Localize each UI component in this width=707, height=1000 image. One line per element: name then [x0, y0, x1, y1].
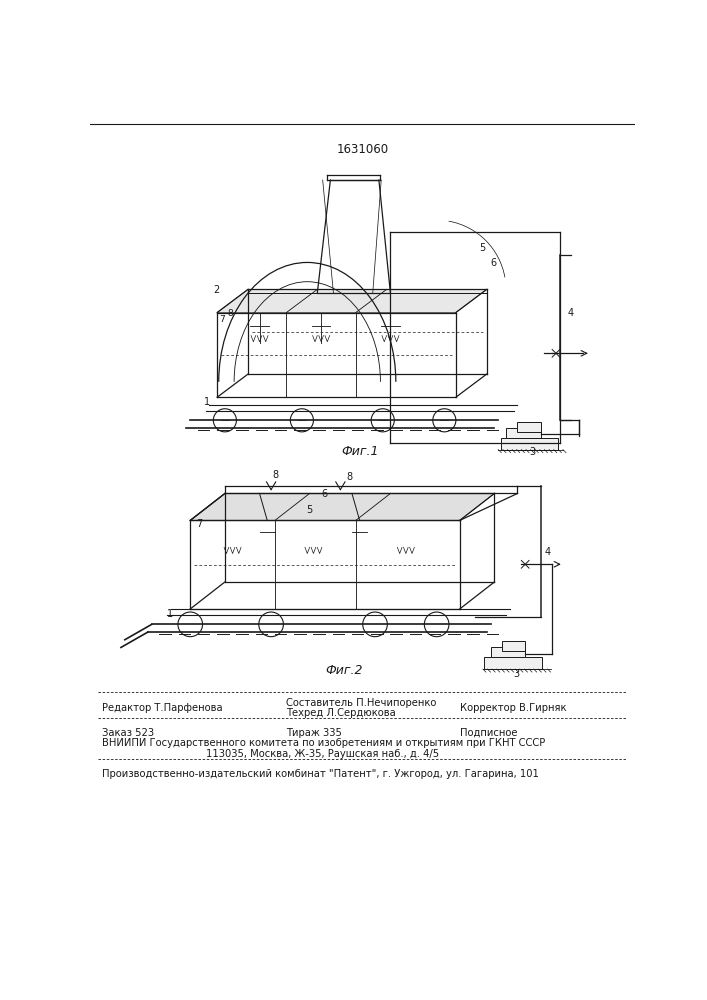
- Bar: [502, 641, 525, 651]
- Text: Фиг.2: Фиг.2: [325, 664, 363, 677]
- Bar: [491, 647, 525, 657]
- Text: Техред Л.Сердюкова: Техред Л.Сердюкова: [286, 708, 396, 718]
- Bar: [506, 428, 541, 438]
- Text: 6: 6: [321, 489, 327, 499]
- Text: 6: 6: [491, 258, 496, 268]
- Text: 8: 8: [346, 472, 353, 482]
- Text: 7: 7: [197, 519, 203, 529]
- Text: 3: 3: [529, 447, 535, 457]
- Text: 5: 5: [305, 505, 312, 515]
- Text: Редактор Т.Парфенова: Редактор Т.Парфенова: [102, 703, 222, 713]
- Text: Заказ 523: Заказ 523: [102, 728, 154, 738]
- Text: Корректор В.Гирняк: Корректор В.Гирняк: [460, 703, 566, 713]
- Text: Производственно-издательский комбинат "Патент", г. Ужгород, ул. Гагарина, 101: Производственно-издательский комбинат "П…: [102, 769, 539, 779]
- Text: Подписное: Подписное: [460, 728, 518, 738]
- Polygon shape: [217, 289, 486, 312]
- Text: 5: 5: [479, 243, 485, 253]
- Text: 1631060: 1631060: [337, 143, 389, 156]
- Text: 2: 2: [214, 285, 220, 295]
- Text: Составитель П.Нечипоренко: Составитель П.Нечипоренко: [286, 698, 437, 708]
- Text: 8: 8: [227, 309, 233, 318]
- Text: ВНИИПИ Государственного комитета по изобретениям и открытиям при ГКНТ СССР: ВНИИПИ Государственного комитета по изоб…: [102, 738, 545, 748]
- Bar: [484, 657, 542, 669]
- Text: 113035, Москва, Ж-35, Раушская наб., д. 4/5: 113035, Москва, Ж-35, Раушская наб., д. …: [206, 749, 439, 759]
- Text: 1: 1: [167, 609, 173, 619]
- Text: 8: 8: [273, 470, 279, 480]
- Text: 7: 7: [219, 315, 226, 324]
- Text: Фиг.1: Фиг.1: [341, 445, 378, 458]
- Text: 3: 3: [514, 669, 520, 679]
- Bar: [501, 438, 559, 450]
- Text: 4: 4: [568, 308, 573, 318]
- Polygon shape: [190, 493, 494, 520]
- Text: 1: 1: [204, 397, 210, 407]
- Text: Тираж 335: Тираж 335: [286, 728, 342, 738]
- Bar: [518, 422, 541, 432]
- Text: 4: 4: [544, 547, 551, 557]
